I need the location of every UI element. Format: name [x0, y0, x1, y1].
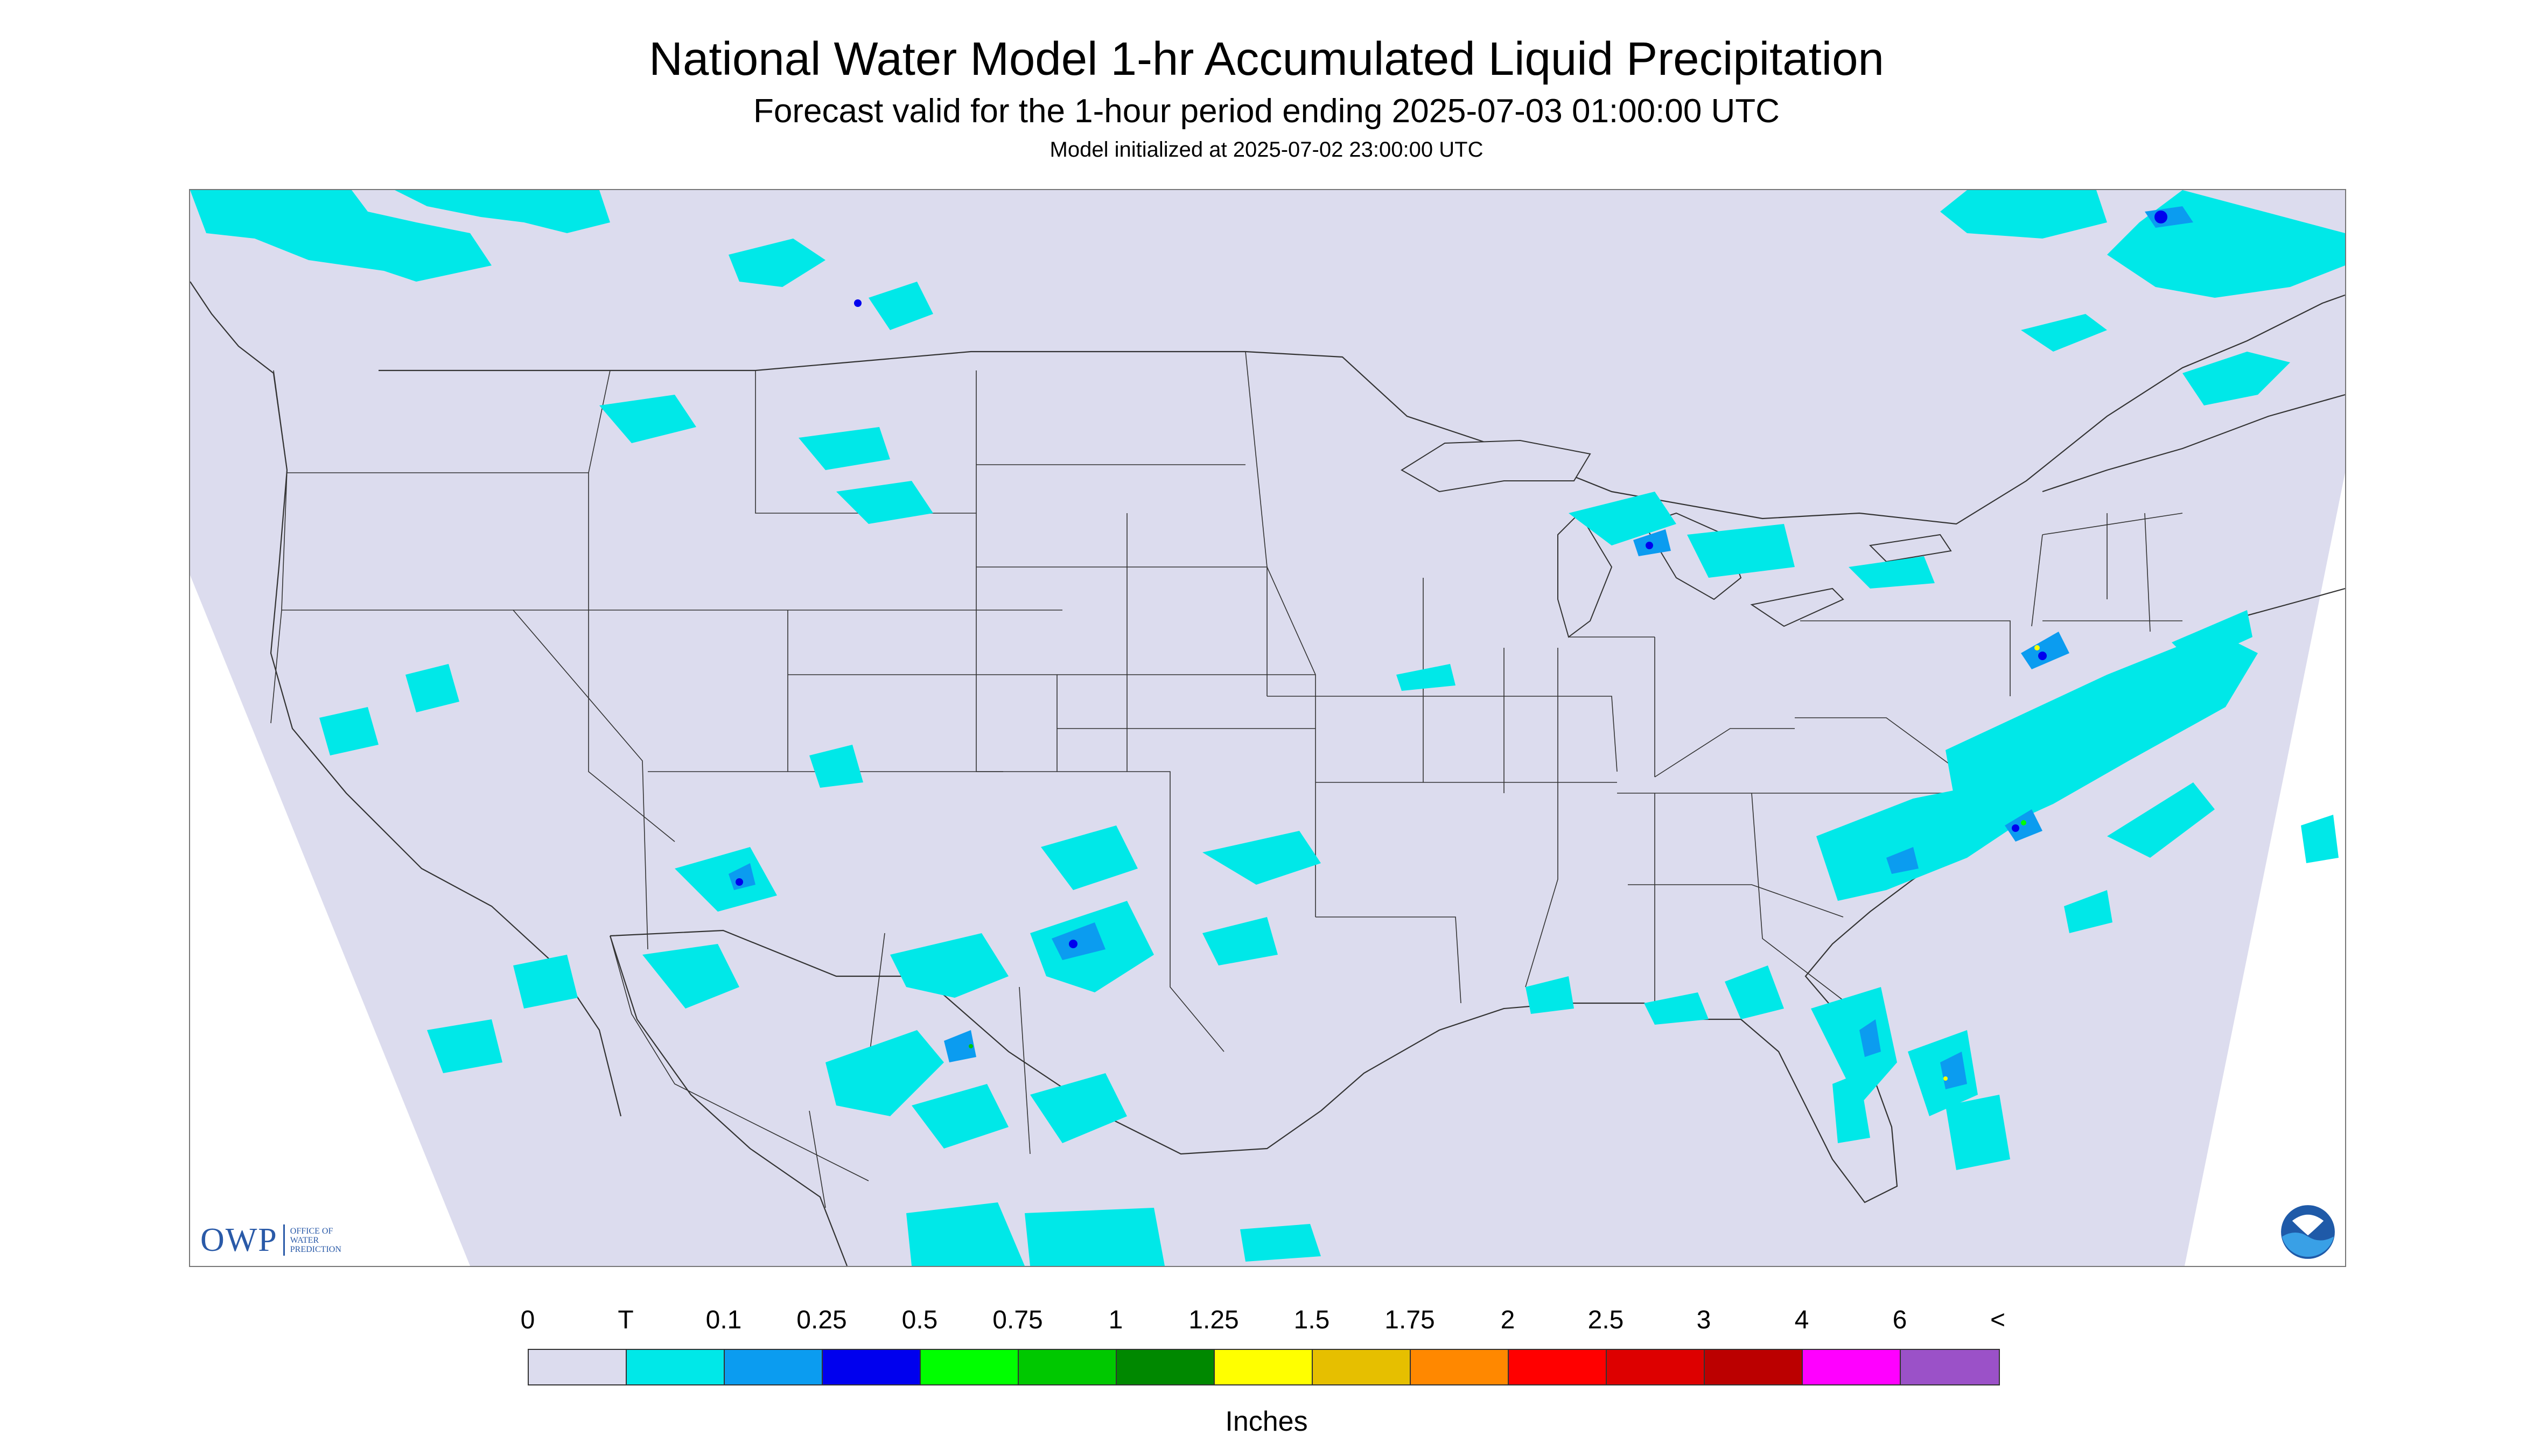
owp-logo: OWP OFFICE OF WATER PREDICTION	[200, 1221, 341, 1259]
legend-label: 1.25	[1188, 1306, 1239, 1334]
legend-label: 0.75	[992, 1306, 1043, 1334]
legend-color-swatch	[1411, 1350, 1509, 1384]
legend-label: 1.5	[1293, 1306, 1330, 1334]
legend-label: 6	[1892, 1306, 1907, 1334]
legend-label: <	[1990, 1306, 2006, 1334]
legend-label: 1.75	[1384, 1306, 1435, 1334]
legend-color-swatch	[1117, 1350, 1215, 1384]
legend-label: 4	[1794, 1306, 1809, 1334]
legend-color-swatch	[1803, 1350, 1901, 1384]
legend-color-swatch	[1509, 1350, 1607, 1384]
noaa-logo-icon	[2281, 1205, 2335, 1259]
legend-color-swatch	[529, 1350, 627, 1384]
legend-color-swatch	[1019, 1350, 1117, 1384]
precip-trace	[190, 190, 2345, 1266]
legend-labels: 0 T 0.1 0.25 0.5 0.75 1 1.25 1.5 1.75 2 …	[0, 1305, 2533, 1338]
legend-color-swatch	[1215, 1350, 1313, 1384]
color-scale-bar	[528, 1349, 2000, 1385]
owp-logo-text: OWP	[200, 1221, 278, 1258]
legend-color-swatch	[823, 1350, 921, 1384]
model-init-line: Model initialized at 2025-07-02 23:00:00…	[1049, 138, 1484, 162]
legend-color-swatch	[1607, 1350, 1705, 1384]
precip-heavy	[969, 645, 2040, 1081]
country-borders	[379, 294, 2345, 1155]
legend-color-swatch	[627, 1350, 725, 1384]
precipitation-map	[189, 189, 2346, 1267]
legend-color-swatch	[1901, 1350, 1999, 1384]
legend-label: 0.25	[796, 1306, 847, 1334]
legend-label: 0.1	[705, 1306, 742, 1334]
legend-color-swatch	[921, 1350, 1019, 1384]
model-domain	[190, 190, 2345, 1266]
legend-color-swatch	[1313, 1350, 1411, 1384]
owp-logo-divider	[283, 1224, 285, 1256]
legend-label: 3	[1696, 1306, 1711, 1334]
legend-label: 0	[520, 1306, 535, 1334]
owp-logo-subtext: OFFICE OF WATER PREDICTION	[290, 1226, 341, 1254]
legend-label: 2	[1500, 1306, 1515, 1334]
forecast-valid-subtitle: Forecast valid for the 1-hour period end…	[753, 93, 1780, 130]
legend-units: Inches	[1225, 1406, 1308, 1437]
precip-moderate	[736, 211, 2167, 948]
legend-label: 0.5	[901, 1306, 938, 1334]
legend-label: 2.5	[1587, 1306, 1624, 1334]
map-title: National Water Model 1-hr Accumulated Li…	[649, 33, 1884, 85]
legend-color-swatch	[1705, 1350, 1803, 1384]
legend-color-swatch	[725, 1350, 823, 1384]
map-canvas	[190, 190, 2345, 1266]
legend-label: 1	[1108, 1306, 1123, 1334]
great-lakes	[1401, 439, 1952, 638]
legend-label: T	[618, 1306, 634, 1334]
